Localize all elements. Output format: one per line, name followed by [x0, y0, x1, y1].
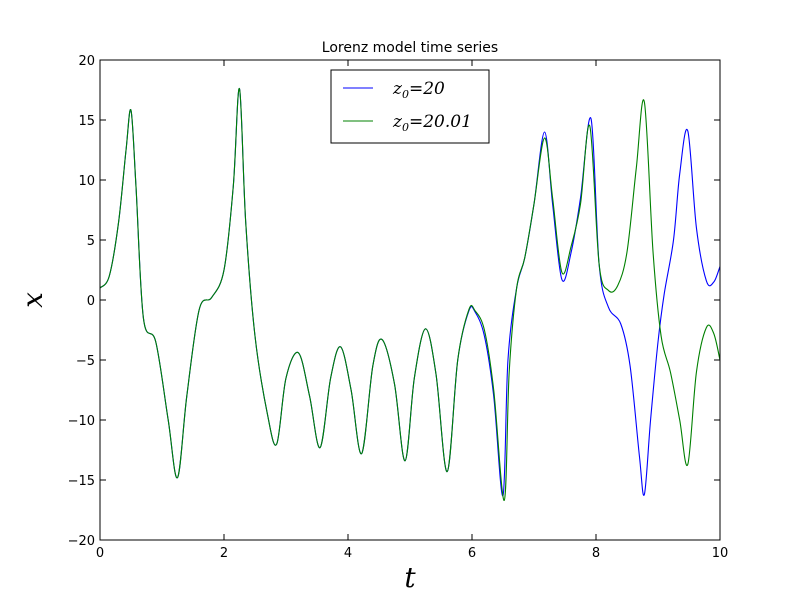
ticks-layer: [99, 59, 721, 541]
chart-title: Lorenz model time series: [322, 40, 498, 56]
y-tick-label: −15: [68, 474, 95, 489]
x-tick-label: 0: [96, 546, 104, 561]
x-tick-label: 2: [220, 546, 228, 561]
y-tick-label: 0: [87, 294, 95, 309]
y-tick-label: 15: [78, 114, 95, 129]
x-tick-label: 4: [344, 546, 352, 561]
y-tick-label: −10: [68, 414, 95, 429]
legend: z0=20 z0=20.01: [330, 69, 490, 144]
x-tick-label: 10: [712, 546, 729, 561]
legend-label-series-2: z0=20.01: [392, 112, 472, 134]
legend-box: [330, 69, 490, 144]
y-tick-label: 10: [78, 174, 95, 189]
y-tick-label: −20: [68, 534, 95, 549]
y-axis-label: x: [16, 292, 49, 308]
x-axis-label: t: [404, 561, 416, 594]
x-tick-label: 8: [592, 546, 600, 561]
series-line-2: [100, 88, 720, 501]
y-tick-label: 5: [87, 234, 95, 249]
tick-labels-layer: 0 2 4 6 8 10 −20 −15 −10 −5 0 5 10 15 20: [68, 54, 729, 561]
x-tick-label: 6: [468, 546, 476, 561]
series-layer: [100, 88, 720, 501]
legend-label-series-1: z0=20: [392, 79, 445, 101]
y-tick-label: −5: [76, 354, 95, 369]
y-tick-label: 20: [78, 54, 95, 69]
